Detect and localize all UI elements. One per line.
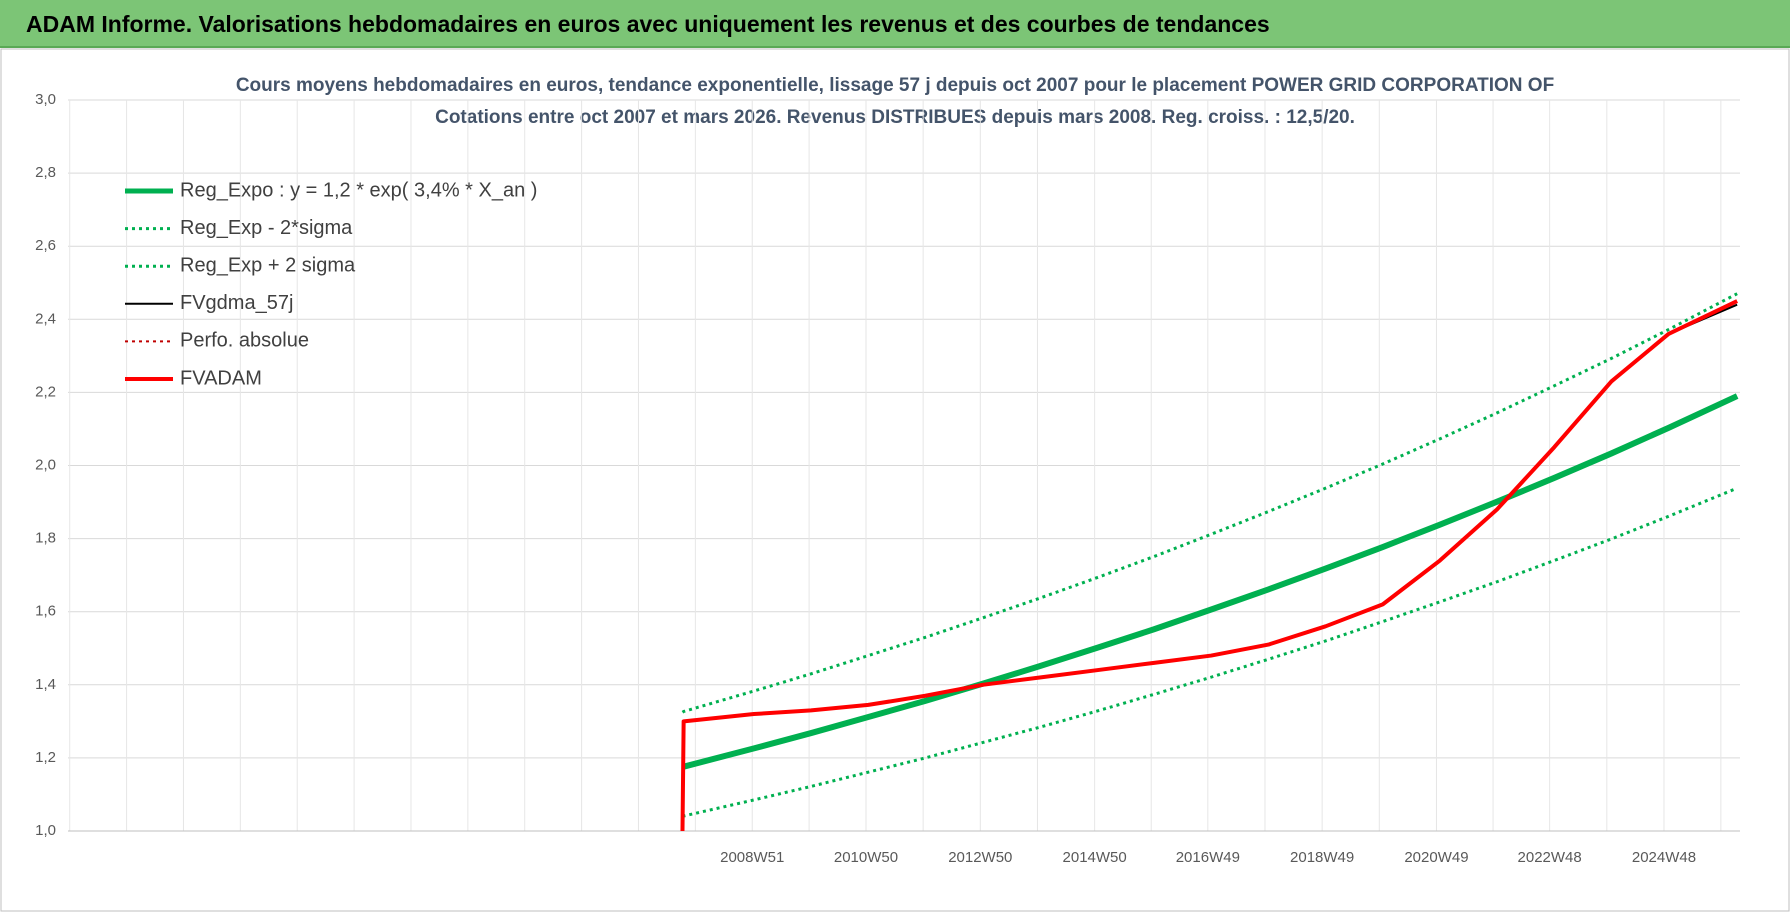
series-line <box>683 303 1738 723</box>
header-bar: ADAM Informe. Valorisations hebdomadaire… <box>0 0 1790 48</box>
x-tick-label: 2020W49 <box>1404 849 1468 866</box>
y-tick-label: 3,0 <box>35 91 56 108</box>
x-tick-label: 2012W50 <box>948 849 1012 866</box>
y-tick-label: 1,8 <box>35 530 56 547</box>
y-tick-label: 1,4 <box>35 676 56 693</box>
y-tick-label: 2,6 <box>35 237 56 254</box>
legend-label: Reg_Exp + 2 sigma <box>180 254 356 276</box>
x-tick-label: 2024W48 <box>1632 849 1696 866</box>
legend-label: FVgdma_57j <box>180 292 293 314</box>
series-line <box>680 393 1739 770</box>
legend-label: Reg_Expo : y = 1,2 * exp( 3,4% * X_an ) <box>180 179 537 201</box>
y-tick-label: 1,2 <box>35 749 56 766</box>
x-tick-label: 2016W49 <box>1176 849 1240 866</box>
legend-label: FVADAM <box>180 367 262 389</box>
chart: Cours moyens hebdomadaires en euros, ten… <box>0 48 1790 912</box>
series-line <box>681 292 1738 714</box>
x-tick-label: 2018W49 <box>1290 849 1354 866</box>
y-tick-label: 1,0 <box>35 822 56 839</box>
y-tick-label: 2,0 <box>35 456 56 473</box>
x-tick-label: 2010W50 <box>834 849 898 866</box>
header-title: ADAM Informe. Valorisations hebdomadaire… <box>26 11 1270 37</box>
x-tick-label: 2022W48 <box>1518 849 1582 866</box>
y-tick-label: 2,8 <box>35 164 56 181</box>
chart-border <box>0 48 1790 912</box>
chart-subtitle: Cotations entre oct 2007 et mars 2026. R… <box>435 107 1355 128</box>
series-line <box>682 486 1738 818</box>
x-tick-label: 2014W50 <box>1063 849 1127 866</box>
series-line <box>683 300 1738 723</box>
y-tick-label: 2,2 <box>35 383 56 400</box>
y-tick-label: 1,6 <box>35 603 56 620</box>
chart-title: Cours moyens hebdomadaires en euros, ten… <box>236 75 1554 96</box>
y-tick-label: 2,4 <box>35 310 56 327</box>
legend-label: Reg_Exp - 2*sigma <box>180 217 353 239</box>
legend-label: Perfo. absolue <box>180 330 309 352</box>
series-line <box>680 299 1739 832</box>
x-tick-label: 2008W51 <box>720 849 784 866</box>
